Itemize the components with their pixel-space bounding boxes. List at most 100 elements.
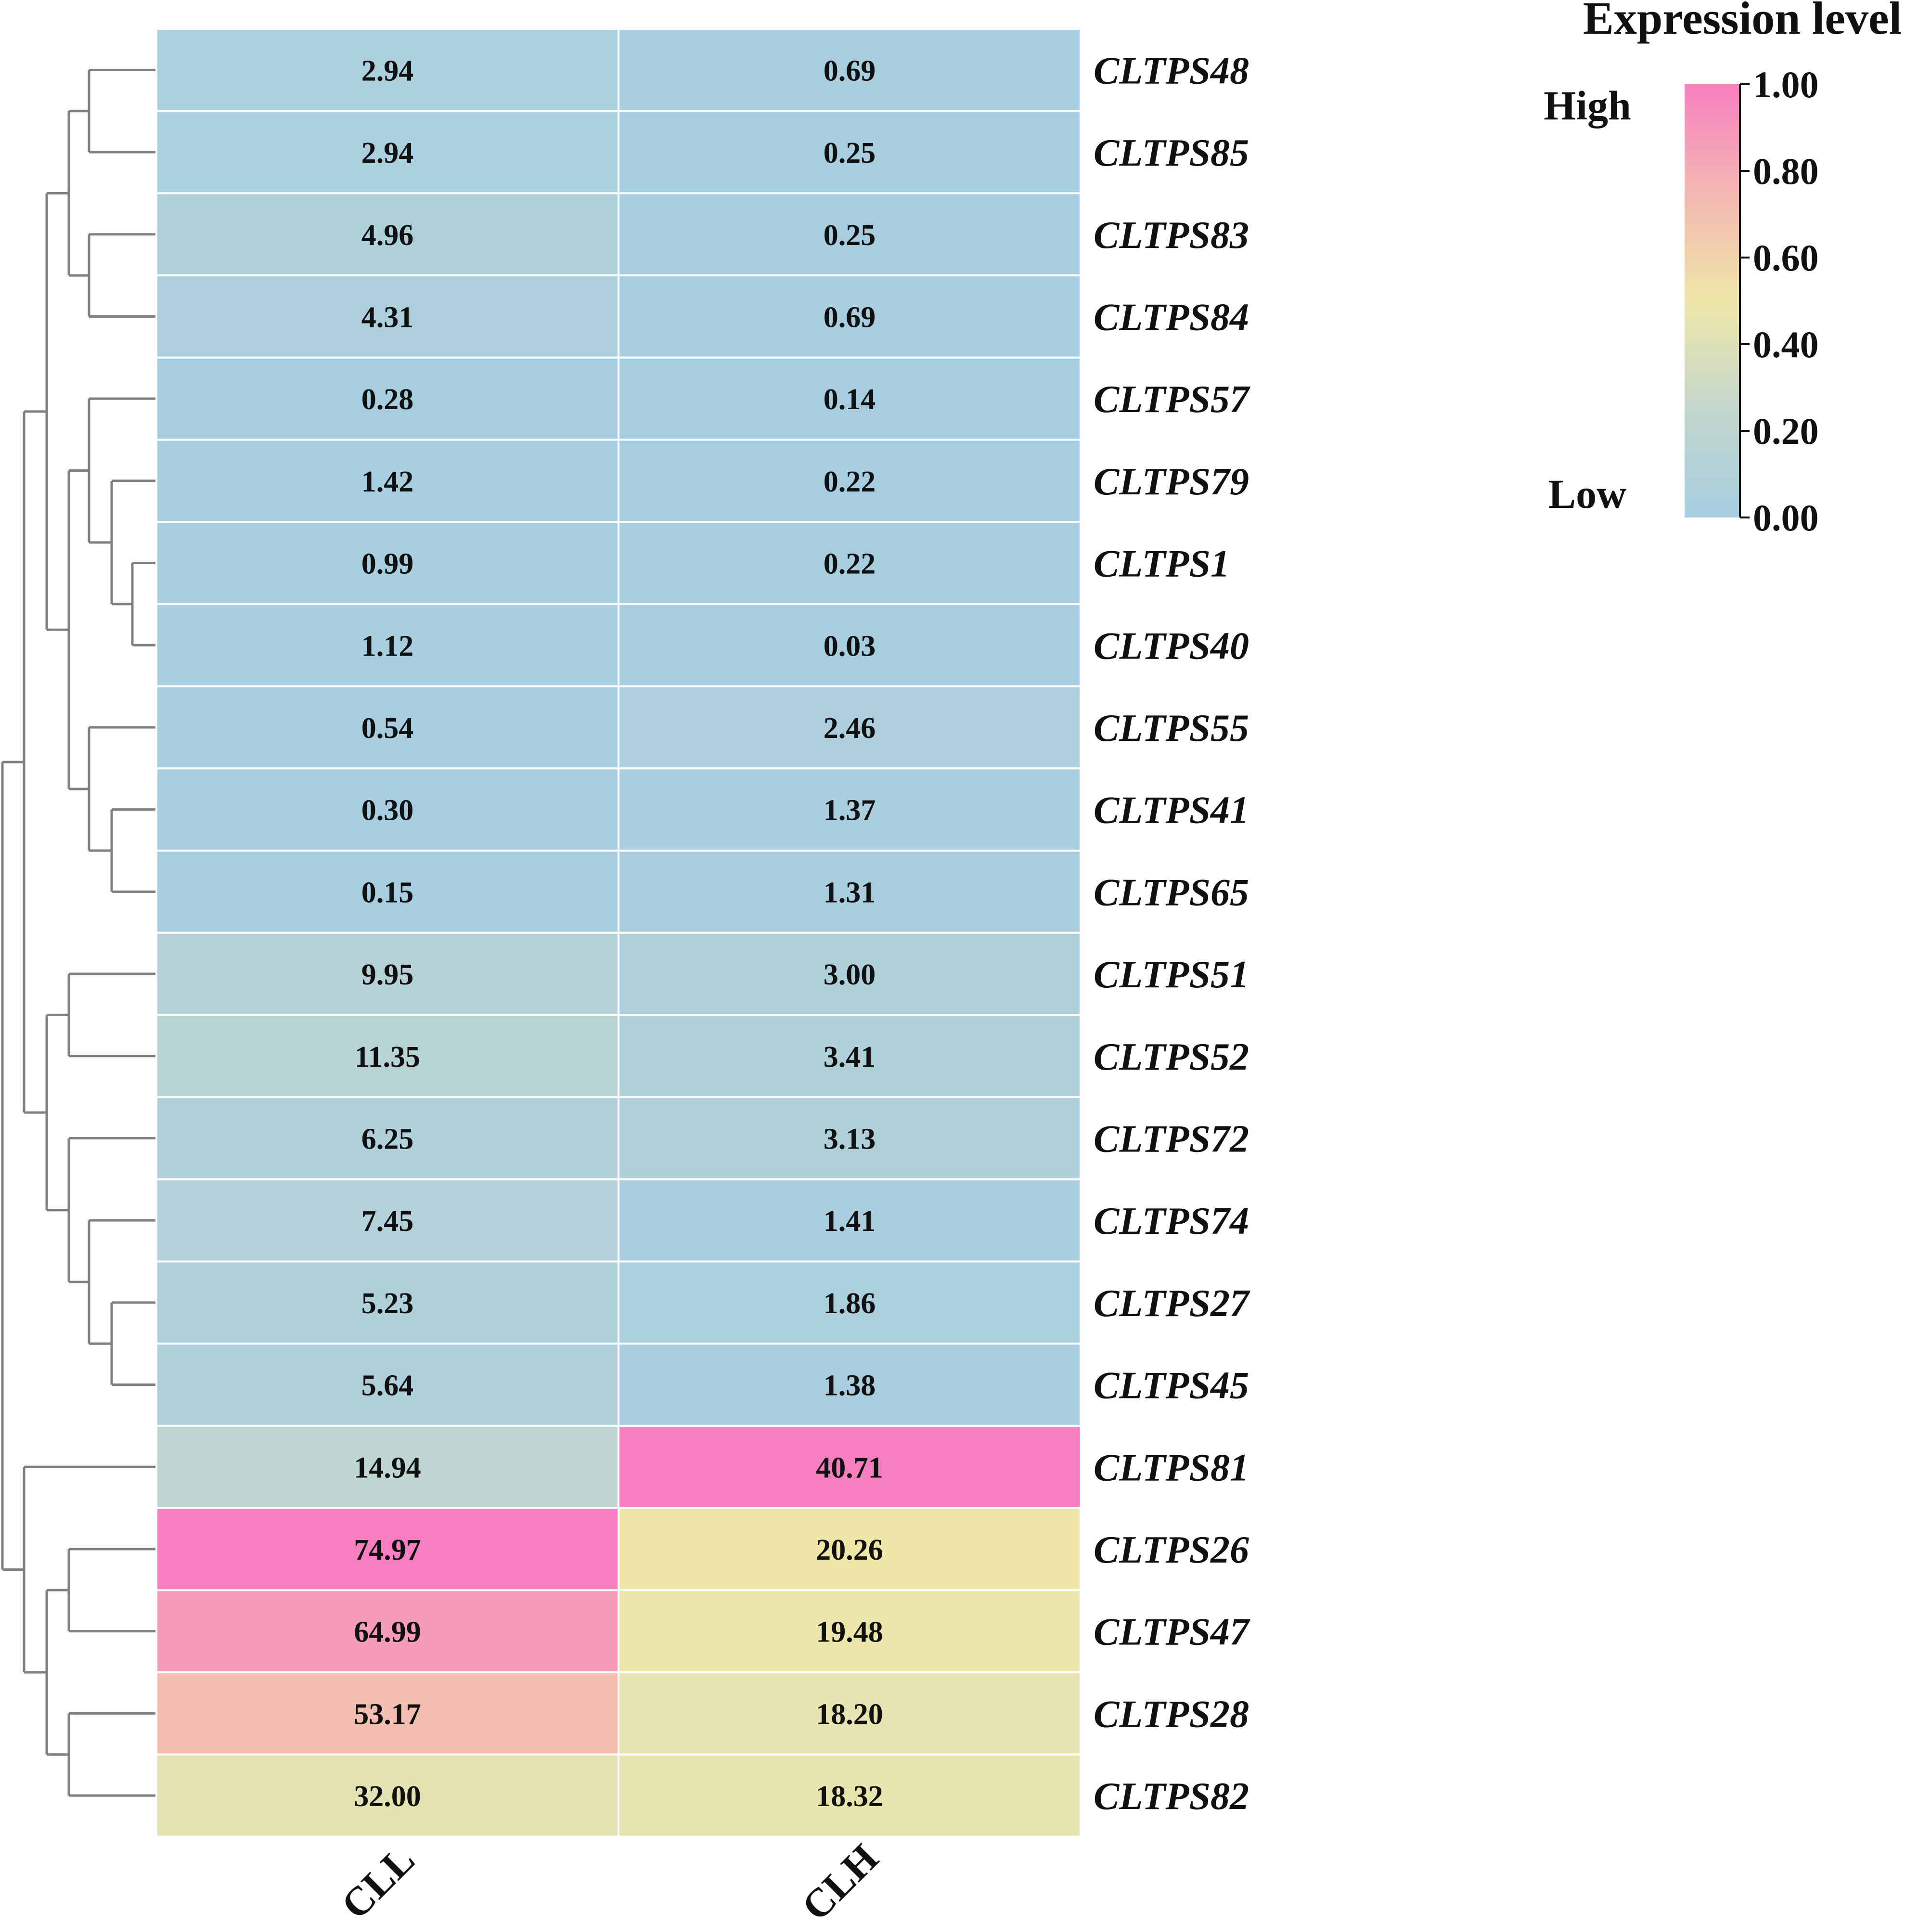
heatmap-cell [618, 1260, 1082, 1345]
gene-label: CLTPS74 [1094, 1200, 1249, 1242]
heatmap-cell [155, 685, 619, 770]
gene-label: CLTPS28 [1094, 1693, 1249, 1735]
cell-value: 3.41 [824, 1041, 876, 1073]
cell-value: 4.31 [361, 301, 414, 334]
legend-color-bar [1685, 84, 1740, 517]
cell-value: 3.13 [824, 1123, 876, 1155]
heatmap-cell [155, 767, 619, 852]
cell-value: 0.99 [361, 548, 414, 581]
gene-label: CLTPS41 [1094, 789, 1249, 832]
cell-value: 6.25 [361, 1123, 414, 1155]
cell-value: 0.15 [361, 876, 414, 909]
heatmap-cell [618, 1343, 1082, 1427]
heatmap-cell [618, 1671, 1082, 1756]
cell-value: 0.03 [824, 630, 876, 662]
gene-label: CLTPS85 [1094, 132, 1249, 174]
gene-label: CLTPS48 [1094, 50, 1249, 92]
cell-value: 11.35 [355, 1041, 420, 1073]
cell-value: 0.22 [824, 548, 876, 581]
heatmap-cell [155, 931, 619, 1016]
heatmap-cell [618, 110, 1082, 194]
cell-value: 0.28 [361, 383, 414, 416]
gene-label: CLTPS72 [1094, 1118, 1249, 1160]
gene-label: CLTPS65 [1094, 871, 1249, 914]
heatmap-cell [155, 1671, 619, 1756]
heatmap-cell [618, 439, 1082, 523]
heatmap-cell [155, 110, 619, 194]
gene-label: CLTPS1 [1094, 543, 1230, 585]
cell-value: 5.23 [361, 1287, 414, 1320]
gene-label: CLTPS27 [1094, 1282, 1250, 1325]
cell-value: 1.12 [361, 630, 414, 662]
cell-value: 18.20 [816, 1698, 883, 1731]
cell-value: 1.41 [824, 1205, 876, 1238]
legend-low-label: Low [1548, 471, 1626, 517]
gene-label: CLTPS51 [1094, 954, 1249, 996]
cell-value: 5.64 [361, 1370, 414, 1402]
cell-value: 4.96 [361, 219, 414, 252]
heatmap-cell [155, 274, 619, 359]
heatmap-cell [155, 1589, 619, 1674]
gene-label: CLTPS79 [1094, 461, 1249, 503]
heatmap-cells [155, 28, 1082, 1838]
heatmap-cell [618, 1424, 1082, 1509]
heatmap-cell [618, 1507, 1082, 1591]
legend-tick-label: 0.80 [1753, 150, 1819, 192]
cell-value: 2.94 [361, 54, 414, 87]
cell-value: 0.25 [824, 137, 876, 169]
gene-labels: CLTPS48 CLTPS85 CLTPS83 CLTPS84 CLTPS57 CLTPS… [1094, 50, 1250, 1818]
cell-value: 0.14 [824, 383, 876, 416]
cell-value: 0.25 [824, 219, 876, 252]
cell-value: 0.30 [361, 794, 414, 827]
cell-value: 0.22 [824, 465, 876, 498]
legend-tick-label: 0.00 [1753, 497, 1819, 539]
cell-value: 1.37 [824, 794, 876, 827]
gene-label: CLTPS47 [1094, 1611, 1250, 1654]
color-legend: Expression level High Low 1.00 0.80 0.60 0.… [1544, 0, 1902, 539]
heatmap-cell [618, 356, 1082, 441]
cell-value: 18.32 [816, 1780, 883, 1813]
cell-value: 53.17 [354, 1698, 421, 1731]
gene-label: CLTPS26 [1094, 1529, 1249, 1571]
gene-label: CLTPS81 [1094, 1447, 1249, 1489]
gene-label: CLTPS40 [1094, 625, 1249, 667]
heatmap-cell [618, 603, 1082, 687]
legend-ticks: 1.00 0.80 0.60 0.40 0.20 0.00 [1740, 64, 1819, 539]
legend-tick-label: 1.00 [1753, 64, 1819, 105]
heatmap-cell [155, 1507, 619, 1591]
legend-high-label: High [1544, 82, 1631, 129]
heatmap-cell [155, 850, 619, 934]
heatmap-cell [155, 439, 619, 523]
heatmap-cell [618, 767, 1082, 852]
cell-value: 19.48 [816, 1616, 883, 1649]
cell-value: 0.54 [361, 712, 414, 745]
legend-title: Expression level [1583, 0, 1902, 44]
gene-label: CLTPS84 [1094, 296, 1249, 338]
cell-value: 9.95 [361, 958, 414, 991]
gene-label: CLTPS45 [1094, 1365, 1249, 1407]
legend-tick-label: 0.60 [1753, 237, 1819, 279]
heatmap-cell [155, 1178, 619, 1263]
cell-value: 0.69 [824, 54, 876, 87]
gene-label: CLTPS83 [1094, 214, 1249, 257]
heatmap-cell [618, 28, 1082, 112]
cell-value: 1.86 [824, 1287, 876, 1320]
gene-label: CLTPS82 [1094, 1775, 1249, 1818]
cell-value: 2.46 [824, 712, 876, 745]
heatmap-cell [618, 1753, 1082, 1838]
cell-value: 64.99 [354, 1616, 421, 1649]
cell-value: 74.97 [354, 1534, 421, 1566]
column-label: CLH [793, 1836, 887, 1926]
row-dendrogram [1, 68, 156, 1797]
heatmap-cell [155, 1260, 619, 1345]
legend-tick-label: 0.40 [1753, 323, 1819, 365]
heatmap-cell [155, 192, 619, 277]
cell-value: 32.00 [354, 1780, 421, 1813]
gene-label: CLTPS52 [1094, 1036, 1249, 1078]
heatmap-cell [618, 1096, 1082, 1180]
heatmap-cell [618, 931, 1082, 1016]
heatmap-cell [155, 603, 619, 687]
gene-label: CLTPS55 [1094, 707, 1249, 750]
cell-value: 1.38 [824, 1370, 876, 1402]
